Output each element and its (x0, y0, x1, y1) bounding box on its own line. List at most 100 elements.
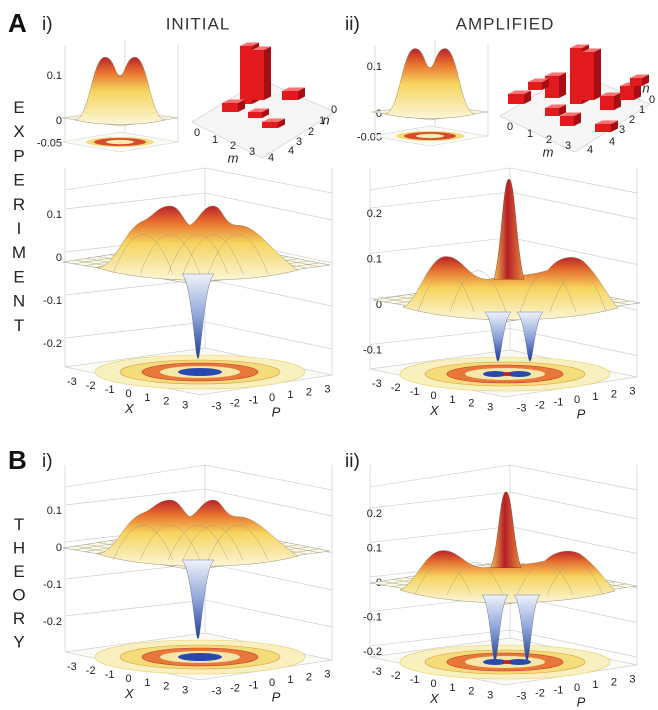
p-tick-label: -2 (230, 398, 240, 410)
x-tick-label: 2 (468, 686, 474, 698)
surface (385, 49, 475, 119)
x-tick-label: 1 (144, 392, 150, 404)
x-tick-label: -2 (391, 670, 401, 682)
z-tick-label: 0 (56, 542, 62, 554)
contour (503, 372, 511, 376)
surface-peak (491, 492, 521, 568)
m-tick-label: 4 (587, 144, 593, 156)
z-tick-label: 0 (56, 252, 62, 264)
n-tick-label: 2 (629, 114, 635, 126)
z-tick-label: -0.1 (363, 611, 382, 623)
panel: ii)AMPLIFIED0.20.10-0.1-3-2-10123-3-2-10… (345, 14, 655, 421)
x-tick-label: 2 (163, 396, 169, 408)
p-tick-label: -3 (212, 400, 222, 412)
panel-number: i) (42, 14, 53, 35)
panel-title: INITIAL (166, 14, 231, 33)
m-tick-label: 0 (194, 127, 200, 139)
panel-number: ii) (345, 451, 360, 472)
z-tick-label: 0.2 (367, 508, 382, 520)
p-tick-label: -1 (554, 685, 564, 697)
x-tick-label: 0 (125, 673, 131, 685)
x-tick-label: 1 (144, 677, 150, 689)
inset-z-tick-label: 0 (376, 108, 382, 120)
m-tick-label: 1 (212, 134, 218, 146)
p-tick-label: -3 (517, 690, 527, 702)
bar-front (582, 52, 594, 100)
n-tick-label: 3 (619, 124, 625, 136)
box-edge (370, 168, 637, 193)
p-tick-label: -3 (517, 402, 527, 414)
n-axis-label: n (642, 80, 649, 95)
bar-front (240, 46, 252, 104)
inset-z-tick-label: 0.1 (47, 70, 62, 82)
row-label: THEORY (10, 515, 29, 656)
p-tick-label: 2 (611, 388, 617, 400)
contour (416, 134, 444, 138)
bar-front (630, 78, 642, 86)
x-tick-label: -1 (105, 669, 115, 681)
p-tick-label: 0 (574, 682, 580, 694)
n-tick-label: 0 (649, 94, 655, 106)
z-tick-label: -0.1 (43, 295, 62, 307)
p-tick-label: -3 (212, 685, 222, 697)
z-tick-label: 0.1 (47, 209, 62, 221)
x-axis-label: X (429, 403, 440, 418)
wall-grid (65, 193, 332, 220)
p-tick-label: -1 (249, 680, 259, 692)
bar-front (222, 103, 238, 112)
z-tick-label: 0.1 (367, 253, 382, 265)
x-tick-label: -1 (410, 674, 420, 686)
x-tick-label: 2 (468, 398, 474, 410)
x-tick-label: -1 (410, 386, 420, 398)
bar-front (620, 86, 634, 100)
bar-front (248, 112, 262, 118)
surface (75, 57, 165, 124)
m-axis-label: m (543, 144, 554, 159)
p-axis-label: P (272, 689, 281, 704)
x-tick-label: -3 (372, 378, 382, 390)
x-tick-label: -3 (67, 376, 77, 388)
bar-side (594, 49, 601, 101)
p-tick-label: 1 (287, 674, 293, 686)
panel: ii)0.20.10-0.1-0.2-3-2-10123-3-2-10123XP (345, 451, 637, 709)
x-tick-label: 0 (125, 388, 131, 400)
inset-z-tick-label: 0.1 (367, 61, 382, 73)
bar-front (600, 96, 614, 110)
z-tick-label: -0.1 (363, 344, 382, 356)
panel-number: i) (42, 451, 53, 472)
x-tick-label: -2 (391, 382, 401, 394)
bar-front (570, 48, 582, 104)
box-edge (65, 168, 332, 193)
bar-front (528, 82, 542, 90)
x-tick-label: 3 (182, 400, 188, 412)
bar-front (282, 91, 298, 100)
p-tick-label: 3 (324, 669, 330, 681)
p-tick-label: 2 (306, 386, 312, 398)
z-tick-label: 0.2 (367, 208, 382, 220)
p-tick-label: 3 (324, 384, 330, 396)
z-tick-label: -0.2 (43, 616, 62, 628)
inset-z-tick-label: -0.05 (37, 137, 62, 149)
p-tick-label: -2 (535, 400, 545, 412)
bar-front (252, 50, 264, 100)
inset-z-tick-label: -0.05 (357, 131, 382, 143)
x-tick-label: -2 (86, 665, 96, 677)
n-tick-label: 1 (639, 104, 645, 116)
x-tick-label: -1 (105, 384, 115, 396)
p-tick-label: -2 (230, 683, 240, 695)
bar-side (264, 47, 271, 101)
bar-side (559, 73, 566, 99)
n-axis-label: n (322, 112, 329, 127)
p-tick-label: -1 (554, 397, 564, 409)
bar-front (508, 94, 524, 104)
n-tick-label: 0 (331, 104, 337, 116)
section-letter: A (8, 8, 27, 38)
section-letter: B (8, 445, 27, 475)
bar-front (595, 124, 611, 132)
m-tick-label: 0 (507, 121, 513, 133)
x-axis-label: X (429, 691, 440, 706)
x-tick-label: 1 (449, 394, 455, 406)
contour (106, 140, 134, 144)
p-tick-label: 1 (287, 389, 293, 401)
bar-front (545, 108, 559, 116)
